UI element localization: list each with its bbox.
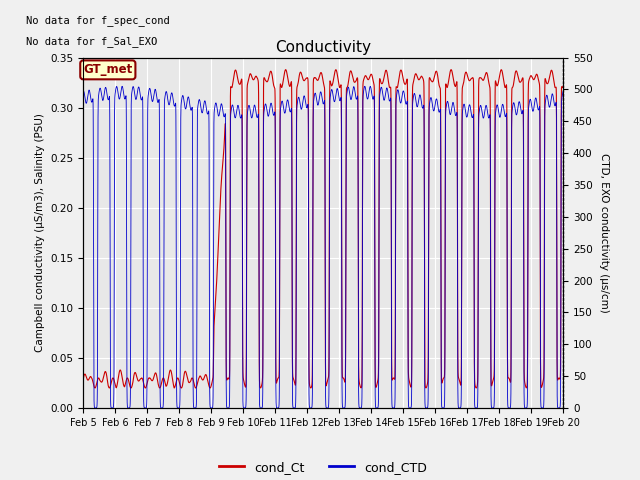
Legend: cond_Ct, cond_CTD: cond_Ct, cond_CTD [214,456,433,479]
Text: No data for f_Sal_EXO: No data for f_Sal_EXO [26,36,157,48]
Y-axis label: Campbell conductivity (µS/m3), Salinity (PSU): Campbell conductivity (µS/m3), Salinity … [35,113,45,352]
Title: Conductivity: Conductivity [275,40,371,55]
Text: No data for f_spec_cond: No data for f_spec_cond [26,15,170,26]
Text: GT_met: GT_met [83,63,132,76]
Y-axis label: CTD, EXO conductivity (µs/cm): CTD, EXO conductivity (µs/cm) [599,153,609,312]
